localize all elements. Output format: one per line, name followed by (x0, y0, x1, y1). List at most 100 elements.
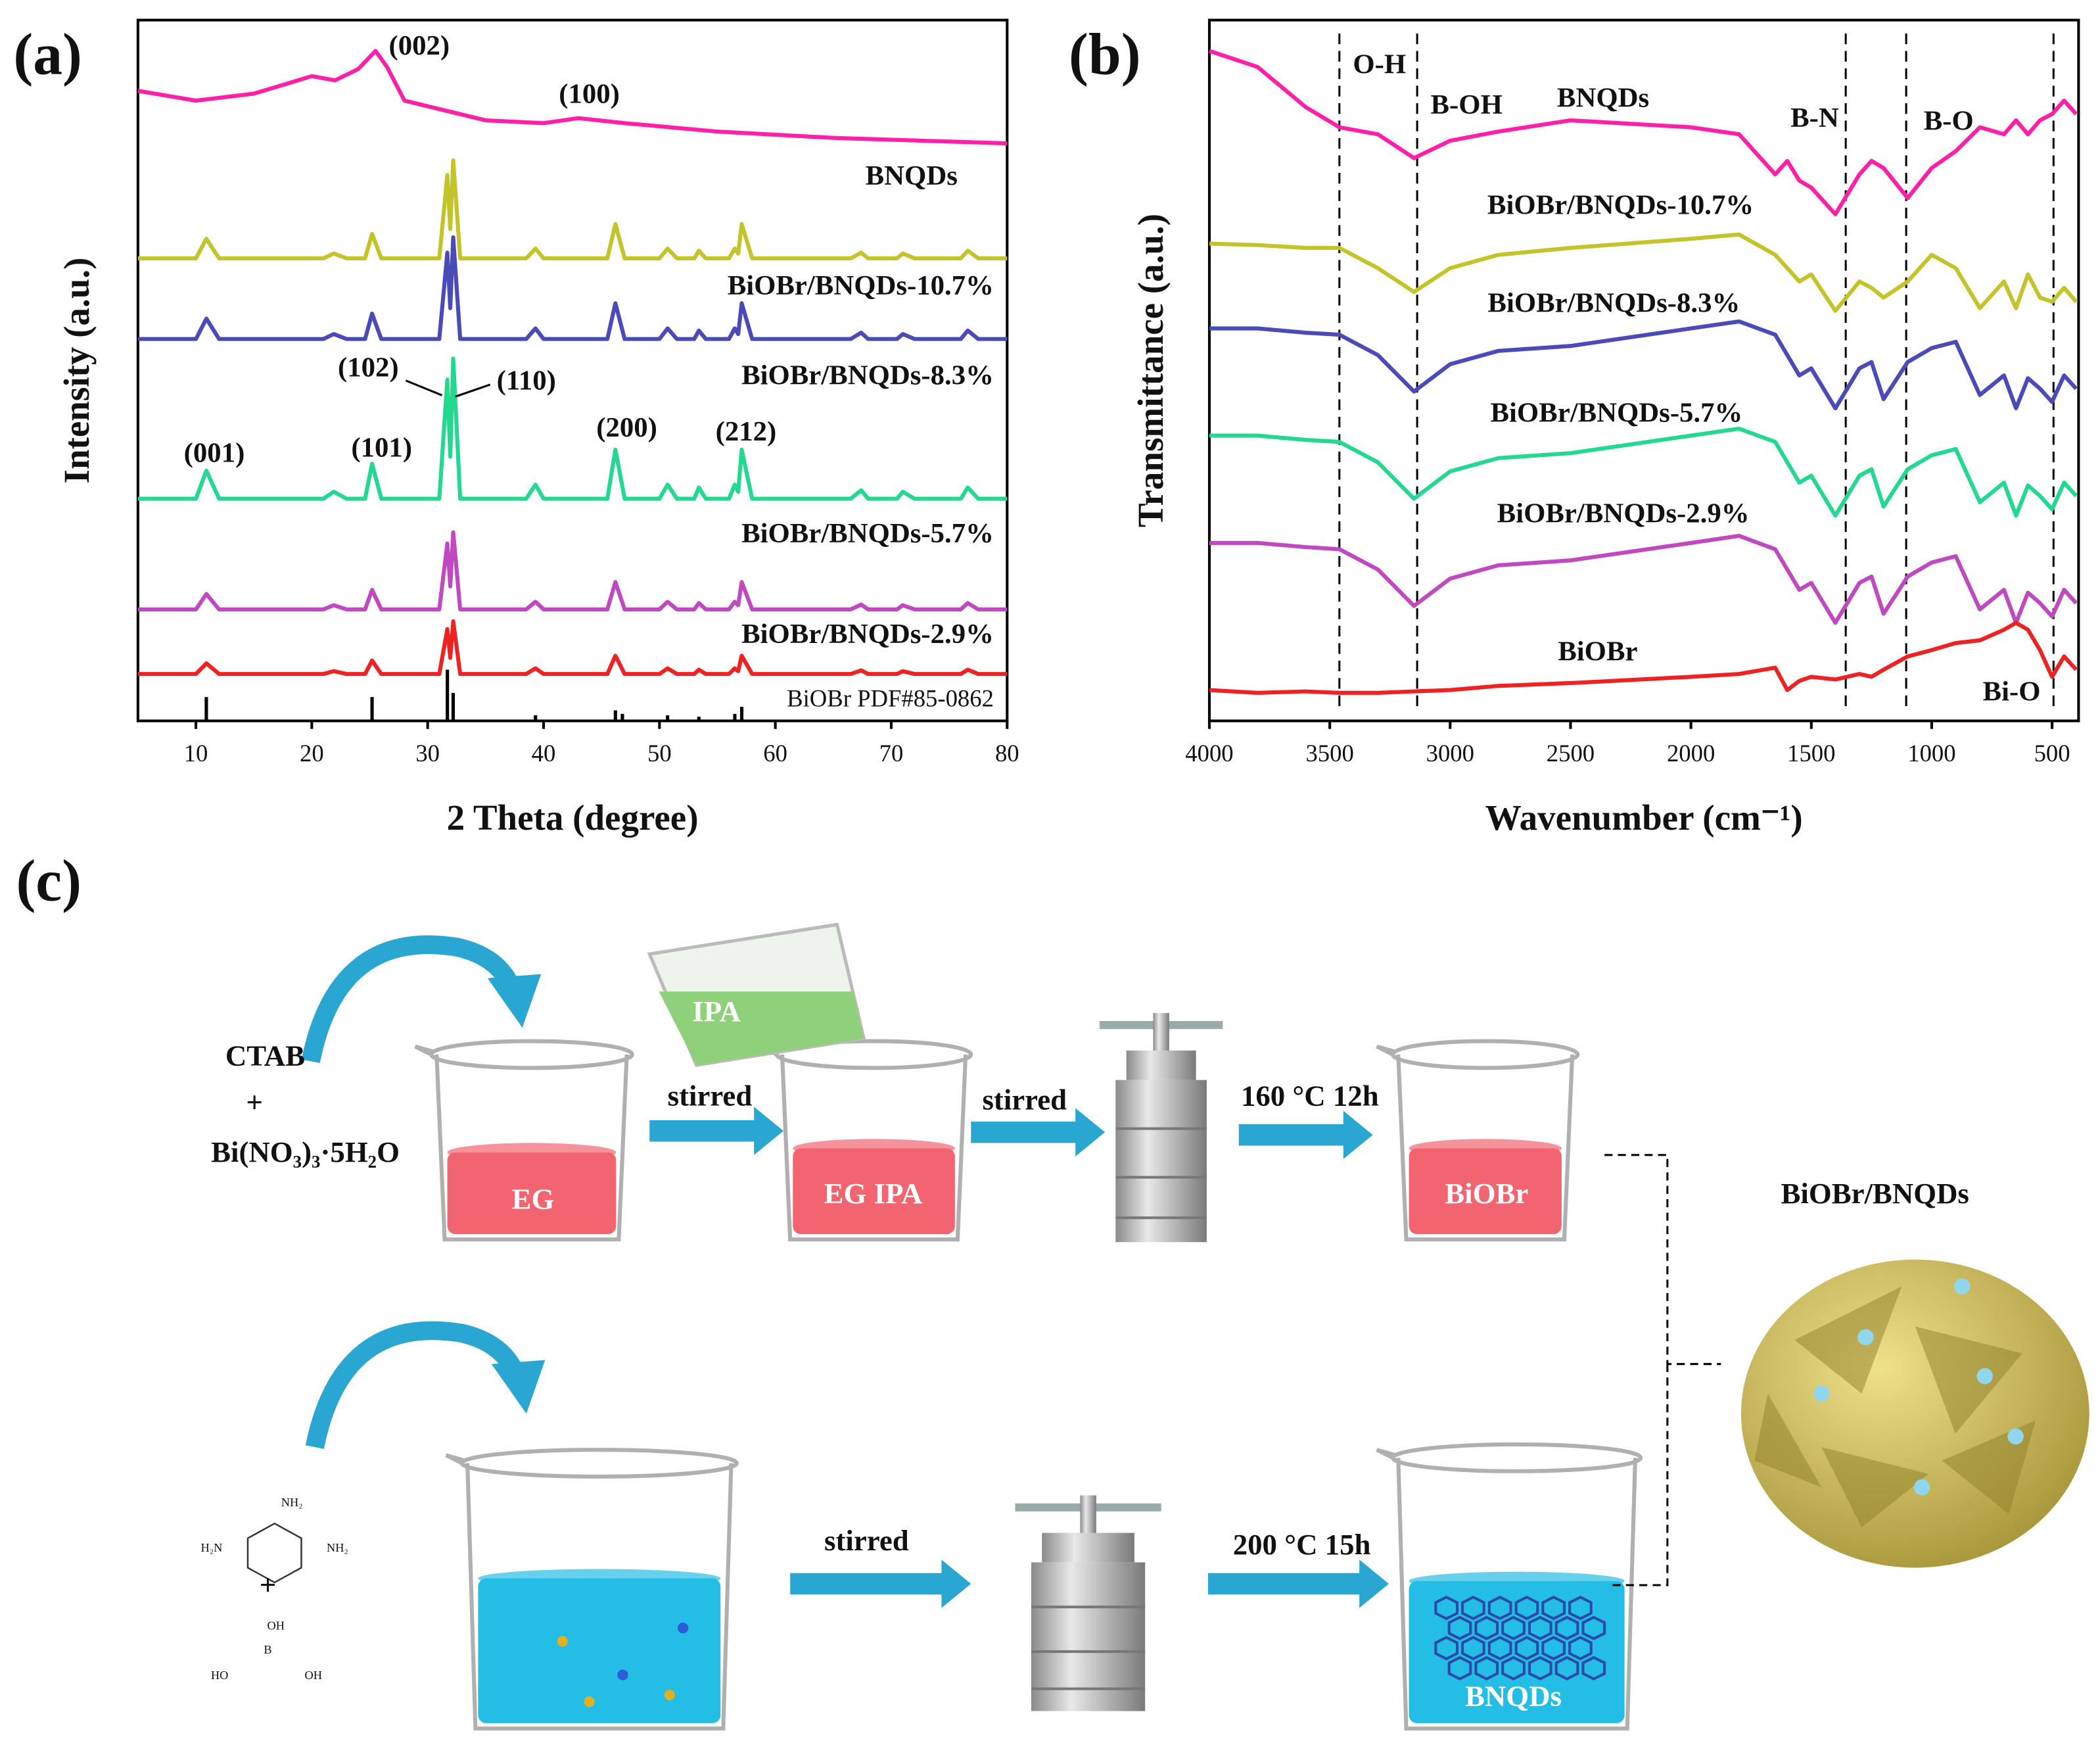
quantum-dot (1976, 1368, 1993, 1385)
connector (1604, 1154, 1721, 1586)
lattice-cell (1528, 1615, 1552, 1640)
arrow-label: stirred (982, 1083, 1067, 1116)
x-tick-label: 1000 (1907, 740, 1955, 767)
peak-label: (200) (596, 412, 657, 443)
beaker (414, 1044, 629, 1242)
lattice-cell (1581, 1655, 1606, 1680)
x-tick-label: 2000 (1667, 740, 1715, 767)
x-tick-label: 60 (763, 740, 787, 767)
beaker-rim (1391, 1039, 1580, 1070)
autoclave-cap (1042, 1533, 1134, 1563)
arrow-head (754, 1107, 784, 1155)
x-tick-label: 2500 (1547, 740, 1595, 767)
series-label: BiOBr/BNQDs-2.9% (1497, 498, 1750, 529)
panel-label: (a) (13, 22, 82, 87)
lattice-cell (1528, 1655, 1552, 1680)
arrow-label: stirred (824, 1524, 909, 1557)
sphere-facet (1915, 1326, 2022, 1434)
quantum-dot (2007, 1428, 2024, 1444)
y-axis-label: Intensity (a.u.) (57, 258, 97, 484)
annotation-arrow (455, 383, 491, 398)
autoclave-stem (1153, 1012, 1169, 1053)
arrow-head (941, 1560, 971, 1608)
arrow-label: 160 °C 12h (1241, 1079, 1379, 1112)
atom-label: B (264, 1643, 271, 1656)
beaker (1376, 1044, 1575, 1242)
x-tick-label: 70 (879, 740, 904, 767)
arrow-head (1075, 1108, 1106, 1156)
liquid-top (478, 1569, 721, 1588)
x-tick-label: 40 (532, 740, 556, 767)
band-label: B-N (1790, 103, 1839, 133)
liquid (478, 1578, 721, 1723)
quantum-dot (1857, 1329, 1874, 1346)
band-label: O-H (1353, 49, 1406, 80)
liquid-top (1409, 1571, 1625, 1591)
band-label: Bi-O (1983, 677, 2041, 707)
atom-label: HO (211, 1669, 228, 1682)
lattice-cell (1541, 1596, 1566, 1621)
liquid (447, 1152, 617, 1235)
peak-label: (102) (338, 352, 399, 383)
autoclave-body (1115, 1080, 1207, 1243)
series-line (137, 49, 1008, 146)
series-line (1209, 621, 2078, 695)
atom-label: NH₂ (281, 1496, 303, 1509)
series-line (1209, 533, 2078, 625)
cup-liquid (659, 991, 864, 1066)
beaker-label: EG (512, 1182, 555, 1215)
molecule-dot (678, 1623, 689, 1634)
molecule-dot (557, 1636, 568, 1647)
molecule-dot (584, 1696, 595, 1707)
product-label: BiOBr/BNQDs (1781, 1177, 1969, 1210)
process-arrow (649, 1120, 757, 1142)
series-line (137, 235, 1008, 341)
lattice-cell (1554, 1615, 1579, 1640)
plus: + (246, 1086, 263, 1119)
arrow-label: stirred (668, 1079, 753, 1112)
panel-label: (c) (16, 849, 82, 914)
beaker-rim (774, 1039, 973, 1070)
panel-label: (b) (1069, 22, 1141, 87)
x-tick-label: 1500 (1787, 740, 1835, 767)
peak-label: (101) (351, 433, 412, 464)
liquid (793, 1148, 955, 1235)
series-label: BiOBr/BNQDs-8.3% (1487, 287, 1740, 318)
peak-label: (110) (497, 366, 556, 396)
x-axis-label: 2 Theta (degree) (447, 798, 699, 838)
plot-frame (136, 18, 1009, 723)
series-line (1209, 426, 2078, 518)
x-axis-label: Wavenumber (cm⁻¹) (1485, 798, 1803, 838)
reagent: CTAB (225, 1039, 305, 1072)
lattice-cell (1541, 1636, 1566, 1661)
peak-label: (002) (388, 30, 450, 61)
beaker-rim (1391, 1442, 1643, 1473)
series-line (137, 158, 1008, 260)
molecule-dot (664, 1689, 675, 1701)
lattice-cell (1568, 1636, 1593, 1661)
sphere-facet (1754, 1393, 1822, 1488)
arrow-head (1343, 1110, 1373, 1159)
liquid-top (793, 1139, 955, 1158)
arrow-label: 200 °C 15h (1233, 1528, 1371, 1561)
series-line (137, 530, 1008, 611)
beaker-label: BiOBr (1445, 1177, 1528, 1210)
lattice-cell (1501, 1615, 1526, 1640)
x-tick-label: 20 (300, 740, 324, 767)
atom-label: NH₂ (327, 1541, 348, 1554)
x-tick-label: 30 (415, 740, 440, 767)
reagent: Bi(NO₃)₃·5H₂O (211, 1135, 400, 1168)
lattice-cell (1554, 1655, 1579, 1680)
series-line (1209, 49, 2078, 216)
arrow-head (487, 974, 542, 1028)
curved-arrow (305, 1321, 525, 1449)
series-line (137, 619, 1008, 677)
series-label: BiOBr/BNQDs-8.3% (741, 360, 994, 391)
beaker-label: EG IPA (824, 1177, 923, 1210)
band-label: B-O (1924, 105, 1974, 136)
x-tick-label: 50 (647, 740, 672, 767)
x-tick-label: 80 (995, 740, 1019, 767)
annotation-arrow (405, 379, 442, 396)
y-axis-label: Transmittance (a.u.) (1131, 214, 1171, 527)
